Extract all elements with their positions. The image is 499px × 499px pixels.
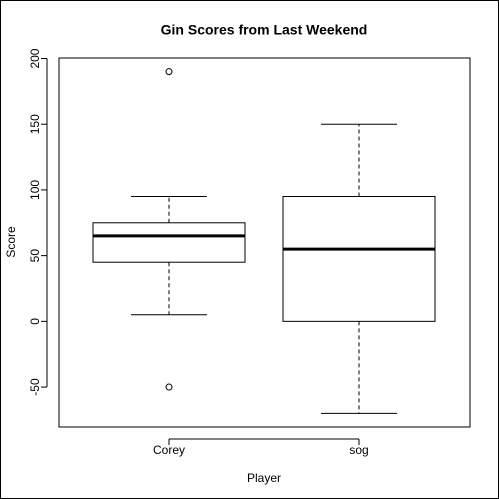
x-axis-label: Player	[247, 471, 281, 485]
y-tick-label: 100	[28, 180, 42, 200]
outlier	[165, 68, 173, 76]
y-tick-label: 200	[28, 48, 42, 68]
x-tick-label: Corey	[153, 443, 185, 457]
y-axis-label: Score	[4, 226, 18, 258]
y-tick-label: 50	[28, 249, 42, 263]
chart-title: Gin Scores from Last Weekend	[161, 22, 368, 38]
plot-frame	[58, 57, 471, 428]
y-tick-label: 150	[28, 114, 42, 134]
box	[282, 196, 436, 322]
y-tick-label: 0	[28, 318, 42, 325]
outlier	[165, 383, 173, 391]
y-tick-label: -50	[28, 378, 42, 396]
box	[92, 222, 246, 263]
x-tick-label: sog	[349, 443, 368, 457]
